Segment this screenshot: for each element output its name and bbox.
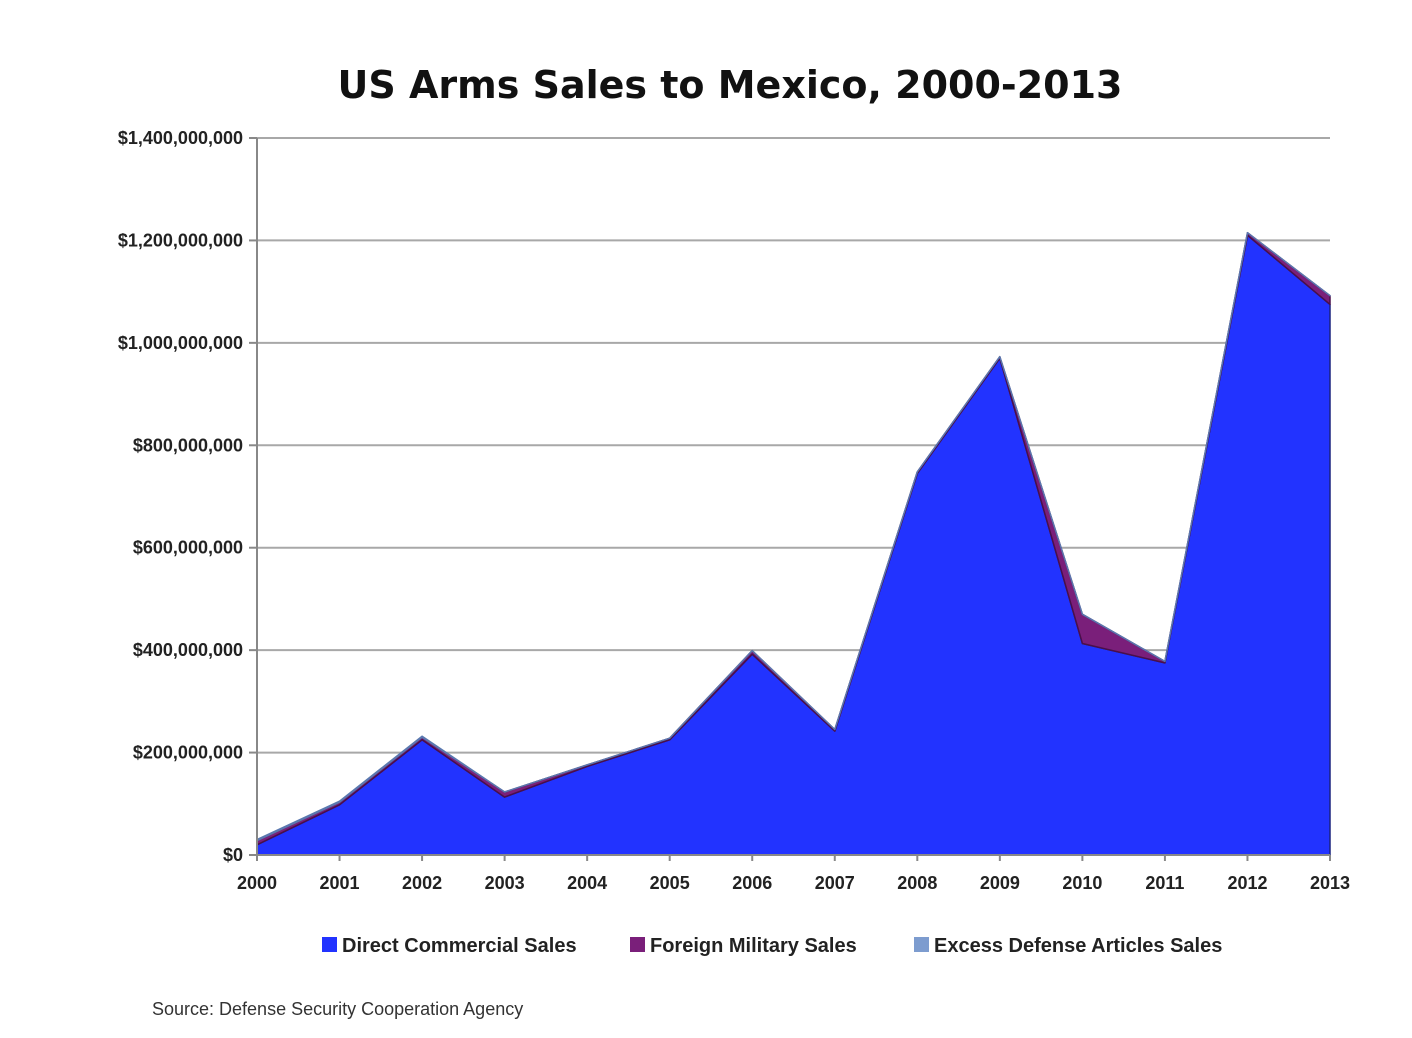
legend-label: Direct Commercial Sales xyxy=(342,935,577,957)
x-tick-label: 2013 xyxy=(1310,873,1350,893)
x-tick-label: 2008 xyxy=(897,873,937,893)
x-tick-label: 2002 xyxy=(402,873,442,893)
legend-label: Foreign Military Sales xyxy=(650,935,857,957)
legend-swatch xyxy=(630,937,645,952)
legend-label: Excess Defense Articles Sales xyxy=(934,935,1222,957)
y-axis-ticks: $0 $200,000,000 $400,000,000 $600,000,000 $8… xyxy=(118,128,257,865)
x-tick-label: 2012 xyxy=(1227,873,1267,893)
y-tick-label: $0 xyxy=(223,845,243,865)
x-tick-label: 2007 xyxy=(815,873,855,893)
y-tick-label: $1,000,000,000 xyxy=(118,333,243,353)
axes xyxy=(256,138,1330,856)
area-excess-defense-articles-sales xyxy=(256,231,1331,842)
series-areas xyxy=(256,231,1331,856)
y-tick-label: $600,000,000 xyxy=(133,538,243,558)
chart-title: US Arms Sales to Mexico, 2000-2013 xyxy=(338,63,1123,107)
y-tick-label: $800,000,000 xyxy=(133,435,243,455)
x-axis-ticks: 2000 2001 2002 2003 2004 2005 2006 2007 2008 2009… xyxy=(237,855,1350,893)
y-tick-label: $1,200,000,000 xyxy=(118,230,243,250)
y-tick-label: $400,000,000 xyxy=(133,640,243,660)
y-tick-label: $1,400,000,000 xyxy=(118,128,243,148)
source-note: Source: Defense Security Cooperation Age… xyxy=(152,999,523,1019)
legend: Direct Commercial Sales Foreign Military … xyxy=(322,935,1222,957)
x-tick-label: 2001 xyxy=(320,873,360,893)
legend-swatch xyxy=(322,937,337,952)
x-tick-label: 2005 xyxy=(650,873,690,893)
gridlines xyxy=(257,137,1330,754)
x-tick-label: 2009 xyxy=(980,873,1020,893)
x-tick-label: 2010 xyxy=(1062,873,1102,893)
x-tick-label: 2003 xyxy=(485,873,525,893)
y-tick-label: $200,000,000 xyxy=(133,743,243,763)
x-tick-label: 2006 xyxy=(732,873,772,893)
area-direct-commercial-sales xyxy=(256,234,1331,856)
x-tick-label: 2004 xyxy=(567,873,607,893)
x-tick-label: 2011 xyxy=(1145,873,1184,893)
legend-swatch xyxy=(914,937,929,952)
x-tick-label: 2000 xyxy=(237,873,277,893)
